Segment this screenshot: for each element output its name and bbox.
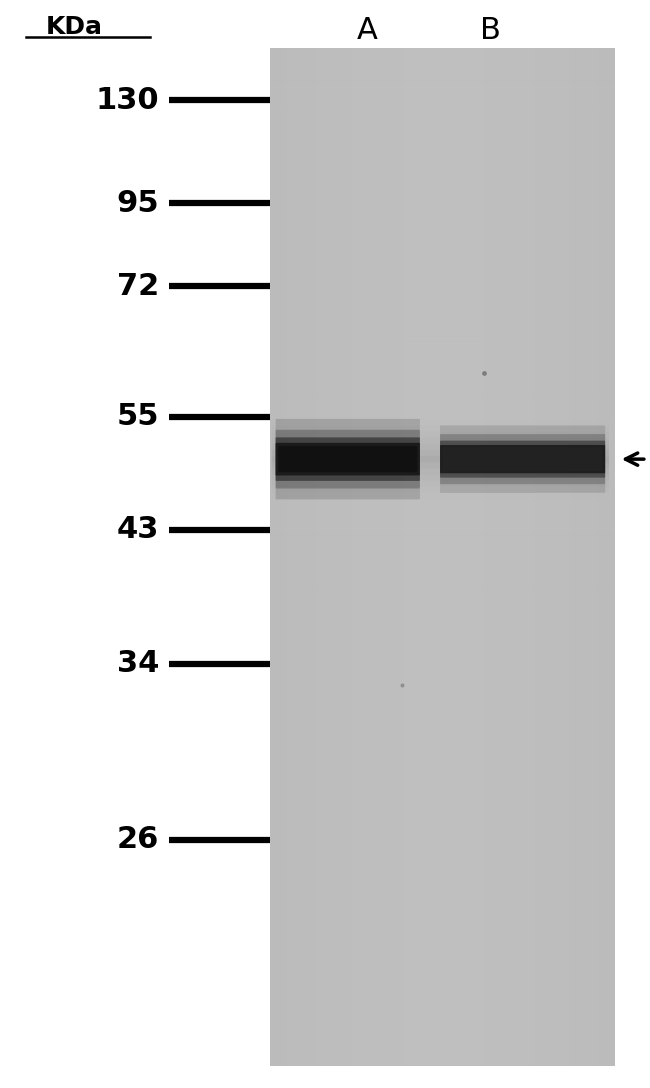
FancyBboxPatch shape	[440, 441, 605, 478]
Text: 72: 72	[117, 272, 159, 300]
FancyBboxPatch shape	[278, 446, 417, 472]
Text: 95: 95	[116, 189, 159, 218]
Text: 26: 26	[117, 826, 159, 854]
FancyBboxPatch shape	[276, 437, 420, 481]
Text: KDa: KDa	[46, 15, 103, 39]
Text: A: A	[357, 16, 378, 45]
FancyBboxPatch shape	[443, 447, 603, 471]
Text: 34: 34	[117, 650, 159, 678]
FancyBboxPatch shape	[276, 430, 420, 489]
Text: 130: 130	[96, 86, 159, 114]
FancyBboxPatch shape	[440, 445, 605, 473]
FancyBboxPatch shape	[440, 434, 605, 484]
FancyBboxPatch shape	[276, 443, 420, 475]
FancyBboxPatch shape	[276, 419, 420, 499]
Text: 43: 43	[117, 516, 159, 544]
FancyBboxPatch shape	[440, 425, 605, 493]
Text: 55: 55	[117, 403, 159, 431]
Text: B: B	[480, 16, 501, 45]
